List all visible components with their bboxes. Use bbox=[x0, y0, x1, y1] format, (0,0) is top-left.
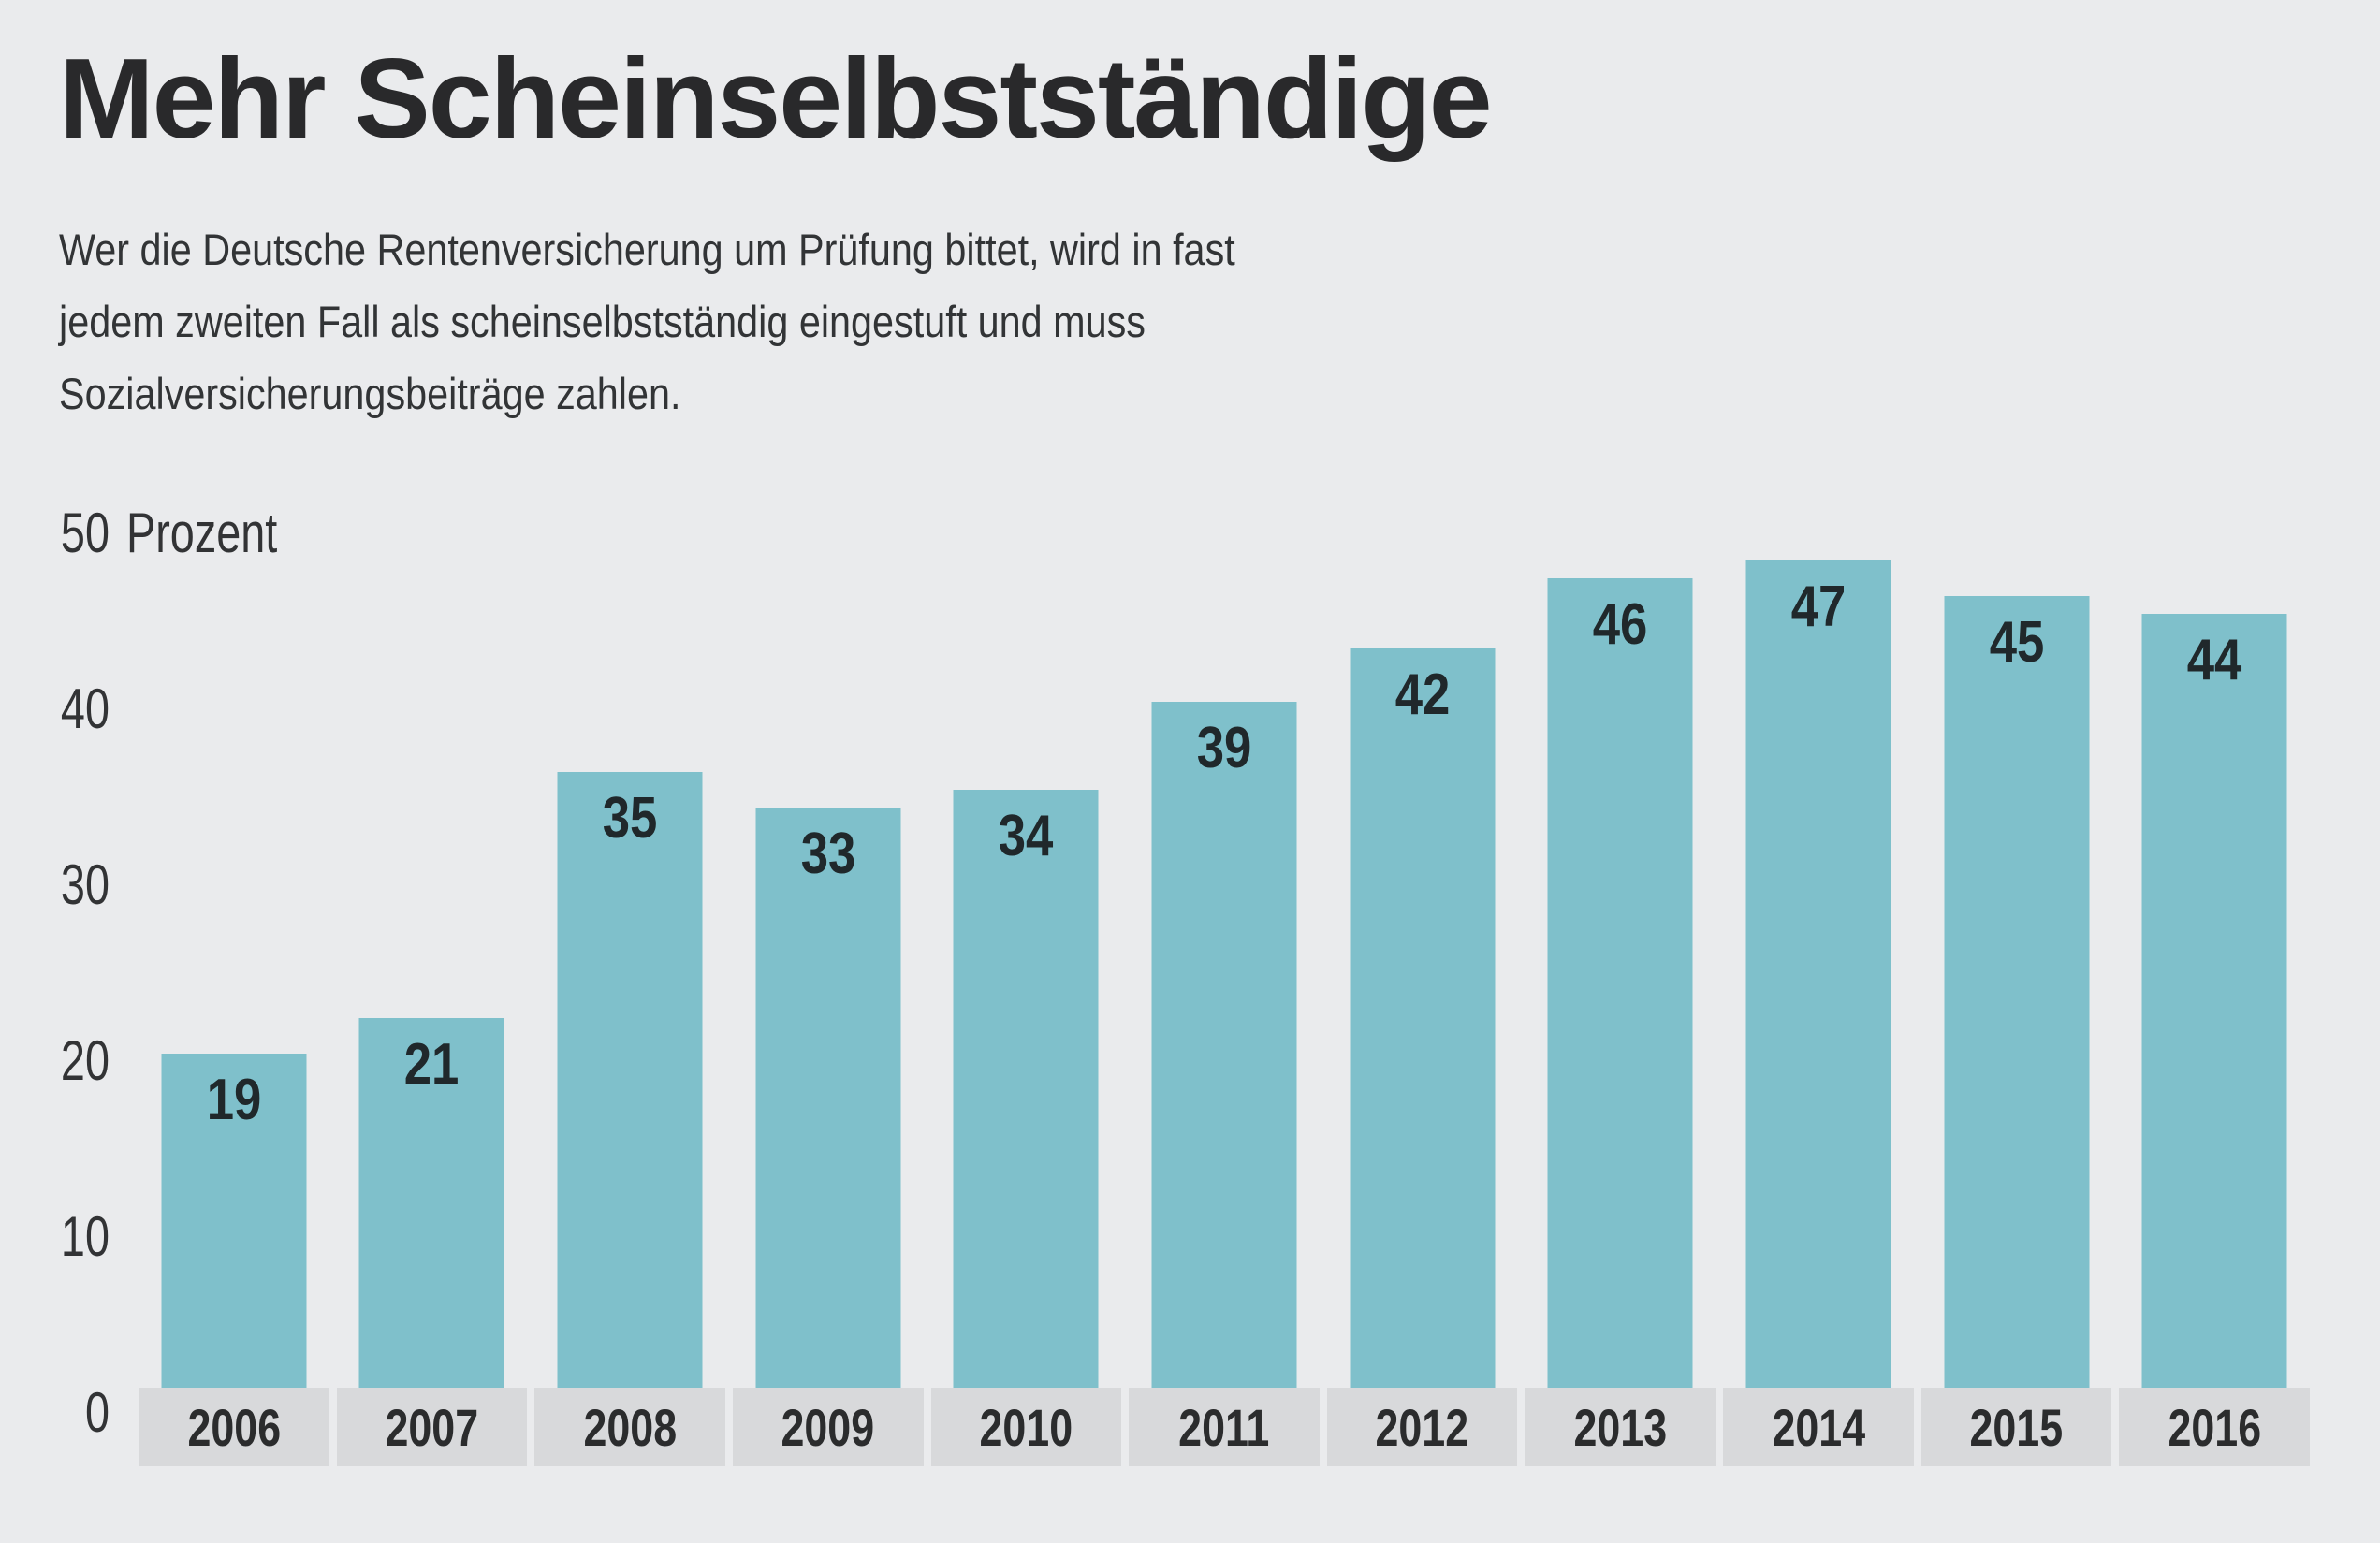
x-axis-category-label: 2016 bbox=[2168, 1397, 2262, 1457]
category-band: 2014 bbox=[1723, 1388, 1914, 1466]
bar: 35 bbox=[557, 772, 703, 1388]
bar-value-label: 47 bbox=[1790, 575, 1847, 640]
chart-subtitle: Wer die Deutsche Rentenversicherung um P… bbox=[59, 213, 1395, 429]
bar-column: 47 2014 bbox=[1723, 0, 1914, 1466]
bar: 45 bbox=[1944, 596, 2090, 1388]
bar-column: 46 2013 bbox=[1525, 0, 1716, 1466]
subtitle-line-1: Wer die Deutsche Rentenversicherung um P… bbox=[59, 225, 1235, 274]
bar-value-label: 33 bbox=[800, 821, 856, 886]
y-tick-label: 50 bbox=[60, 502, 110, 564]
category-band: 2007 bbox=[336, 1388, 528, 1466]
category-band: 2009 bbox=[732, 1388, 924, 1466]
x-axis-category-label: 2013 bbox=[1573, 1397, 1668, 1457]
x-axis-category-label: 2010 bbox=[979, 1397, 1073, 1457]
bar-column: 44 2016 bbox=[2119, 0, 2311, 1466]
category-band: 2015 bbox=[1920, 1388, 2112, 1466]
subtitle-line-3: Sozialversicherungsbeiträge zahlen. bbox=[59, 369, 681, 418]
category-band: 2008 bbox=[534, 1388, 725, 1466]
x-axis-category-label: 2011 bbox=[1178, 1397, 1270, 1457]
y-tick-label: 40 bbox=[60, 677, 110, 740]
x-axis-category-label: 2007 bbox=[385, 1397, 479, 1457]
x-axis-category-label: 2006 bbox=[186, 1397, 281, 1457]
bar-column: 21 2007 bbox=[336, 0, 528, 1466]
bar: 42 bbox=[1350, 648, 1496, 1388]
plot-area: 19 2006 21 2007 35 2008 33 2009 34 2010 39 2011 42 20… bbox=[139, 0, 2311, 1466]
bar-value-label: 45 bbox=[1989, 610, 2044, 675]
bar-column: 33 2009 bbox=[732, 0, 924, 1466]
bar-value-label: 34 bbox=[999, 803, 1054, 868]
bar: 33 bbox=[755, 807, 901, 1388]
bar-column: 34 2010 bbox=[930, 0, 1122, 1466]
bar-column: 45 2015 bbox=[1920, 0, 2112, 1466]
bar: 19 bbox=[161, 1053, 307, 1388]
bar-value-label: 46 bbox=[1592, 592, 1648, 658]
y-tick-label: 20 bbox=[60, 1029, 110, 1092]
y-tick-label: 0 bbox=[84, 1381, 110, 1444]
y-tick-label: 30 bbox=[60, 853, 110, 916]
category-band: 2010 bbox=[930, 1388, 1122, 1466]
bar-value-label: 19 bbox=[206, 1067, 262, 1132]
category-band: 2006 bbox=[139, 1388, 329, 1466]
bar: 46 bbox=[1547, 578, 1693, 1388]
bar: 39 bbox=[1151, 701, 1297, 1388]
x-axis-category-label: 2012 bbox=[1375, 1397, 1469, 1457]
subtitle-line-2: jedem zweiten Fall als scheinselbstständ… bbox=[59, 297, 1146, 346]
bar: 21 bbox=[358, 1018, 504, 1388]
x-axis-category-label: 2015 bbox=[1969, 1397, 2064, 1457]
y-axis-unit-label: Prozent bbox=[126, 502, 278, 564]
x-axis-category-label: 2014 bbox=[1772, 1397, 1865, 1457]
bar-value-label: 39 bbox=[1196, 715, 1252, 780]
bar-column: 19 2006 bbox=[139, 0, 329, 1466]
bar-value-label: 42 bbox=[1394, 662, 1450, 728]
category-band: 2011 bbox=[1129, 1388, 1320, 1466]
bar-value-label: 35 bbox=[602, 786, 658, 851]
bar-column: 35 2008 bbox=[534, 0, 725, 1466]
bar: 47 bbox=[1745, 560, 1891, 1388]
category-band: 2013 bbox=[1525, 1388, 1716, 1466]
x-axis-category-label: 2009 bbox=[781, 1397, 875, 1457]
bar-value-label: 21 bbox=[404, 1032, 460, 1098]
x-axis-category-label: 2008 bbox=[583, 1397, 677, 1457]
bar: 34 bbox=[953, 789, 1099, 1388]
category-band: 2016 bbox=[2119, 1388, 2311, 1466]
y-tick-label: 10 bbox=[60, 1205, 110, 1268]
category-band: 2012 bbox=[1326, 1388, 1518, 1466]
chart-title: Mehr Scheinselbstständige bbox=[59, 35, 1493, 162]
bar-column: 42 2012 bbox=[1326, 0, 1518, 1466]
bar-column: 39 2011 bbox=[1129, 0, 1320, 1466]
bar-value-label: 44 bbox=[2186, 627, 2242, 692]
bar: 44 bbox=[2141, 613, 2287, 1388]
